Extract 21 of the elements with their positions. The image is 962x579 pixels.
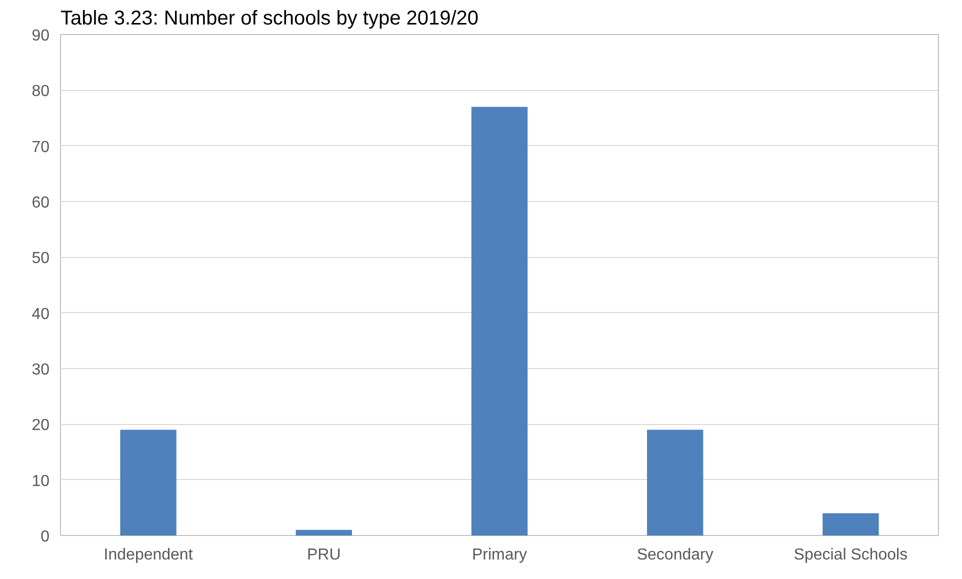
y-tick-label: 60 (32, 194, 50, 212)
y-tick-label: 40 (32, 306, 50, 323)
y-tick-label: 50 (32, 250, 50, 268)
x-tick-label: Primary (472, 546, 528, 564)
y-tick-label: 70 (32, 138, 50, 156)
y-tick-label: 10 (32, 472, 50, 490)
x-tick-label: Independent (104, 546, 194, 564)
bar (822, 513, 879, 536)
x-tick-label: PRU (307, 546, 341, 564)
y-tick-label: 90 (32, 28, 50, 44)
y-tick-label: 20 (32, 417, 50, 434)
x-tick-label: Special Schools (794, 546, 908, 564)
bar (120, 430, 176, 536)
bar (647, 430, 704, 536)
y-tick-label: 30 (32, 362, 50, 378)
bar (296, 530, 352, 536)
bar (471, 106, 528, 536)
y-tick-label: 80 (32, 83, 50, 100)
x-tick-label: Secondary (636, 546, 714, 564)
chart-title: Table 3.23: Number of schools by type 2019/20 (60, 8, 479, 30)
y-tick-label: 0 (40, 528, 50, 546)
